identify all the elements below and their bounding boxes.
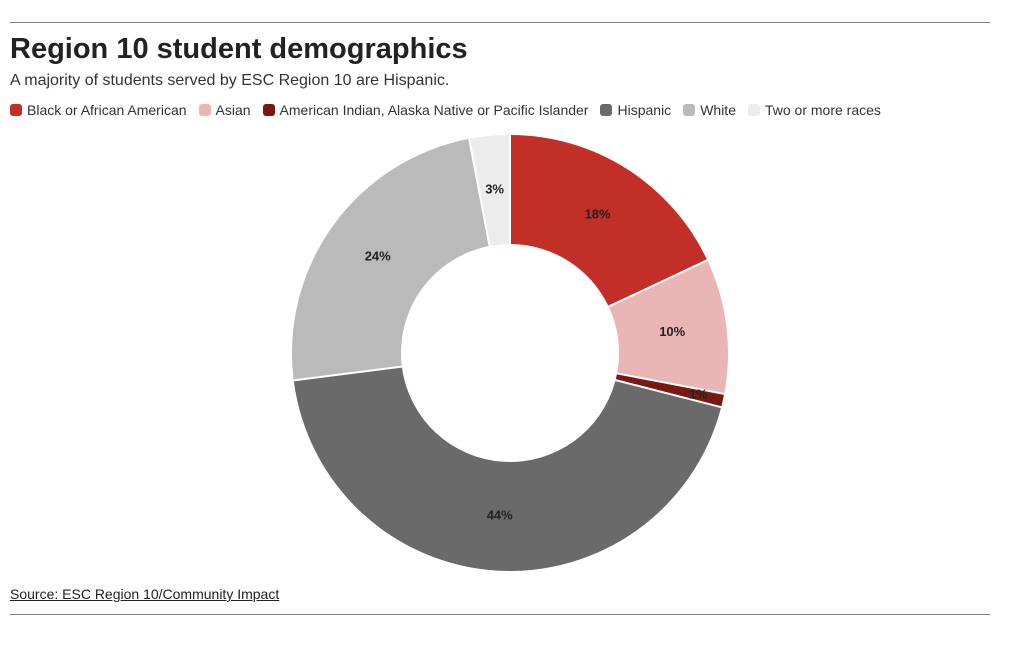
legend-item: Black or African American	[10, 102, 187, 118]
legend-swatch	[10, 104, 22, 116]
legend-item: American Indian, Alaska Native or Pacifi…	[263, 102, 589, 118]
legend-label: Two or more races	[765, 102, 881, 118]
source-line: Source: ESC Region 10/Community Impact	[10, 586, 990, 602]
legend-label: Hispanic	[617, 102, 671, 118]
legend-swatch	[600, 104, 612, 116]
legend-label: Asian	[216, 102, 251, 118]
chart-subtitle: A majority of students served by ESC Reg…	[10, 72, 990, 90]
legend: Black or African American Asian American I…	[10, 102, 990, 118]
slice-label: 10%	[659, 324, 685, 339]
donut-slice	[294, 368, 721, 571]
slice-label: 3%	[485, 182, 504, 197]
slice-label: 44%	[487, 508, 513, 523]
legend-item: Hispanic	[600, 102, 671, 118]
figure-container: Region 10 student demographics A majorit…	[0, 0, 1000, 635]
legend-swatch	[748, 104, 760, 116]
legend-swatch	[263, 104, 275, 116]
legend-label: White	[700, 102, 736, 118]
legend-item: Two or more races	[748, 102, 881, 118]
donut-chart: 18% 10% 1% 44% 24% 3%	[10, 128, 1010, 578]
legend-item: White	[683, 102, 736, 118]
slice-label: 24%	[365, 248, 391, 263]
legend-item: Asian	[199, 102, 251, 118]
bottom-rule	[10, 614, 990, 615]
donut-svg: 18% 10% 1% 44% 24% 3%	[10, 128, 1010, 578]
top-rule	[10, 22, 990, 23]
legend-swatch	[199, 104, 211, 116]
chart-title: Region 10 student demographics	[10, 33, 990, 66]
slice-label: 1%	[689, 387, 708, 402]
slice-label: 18%	[585, 206, 611, 221]
legend-label: American Indian, Alaska Native or Pacifi…	[280, 102, 589, 118]
legend-label: Black or African American	[27, 102, 187, 118]
legend-swatch	[683, 104, 695, 116]
